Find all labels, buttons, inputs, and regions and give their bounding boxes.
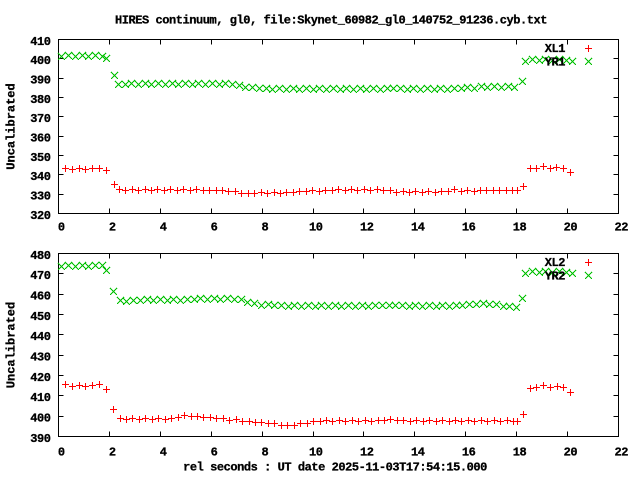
svg-text:2: 2 [109, 221, 116, 235]
svg-text:320: 320 [30, 209, 51, 223]
svg-text:6: 6 [211, 446, 218, 460]
svg-text:XL1: XL1 [545, 42, 566, 56]
svg-text:22: 22 [615, 446, 629, 460]
svg-text:12: 12 [360, 446, 374, 460]
svg-text:400: 400 [30, 412, 51, 426]
svg-text:330: 330 [30, 190, 51, 204]
svg-text:370: 370 [30, 112, 51, 126]
svg-text:460: 460 [30, 290, 51, 304]
svg-text:6: 6 [211, 221, 218, 235]
svg-text:340: 340 [30, 170, 51, 184]
svg-text:430: 430 [30, 351, 51, 365]
svg-text:XL2: XL2 [545, 256, 566, 270]
svg-text:420: 420 [30, 371, 51, 385]
svg-text:470: 470 [30, 269, 51, 283]
svg-text:360: 360 [30, 132, 51, 146]
svg-text:0: 0 [58, 221, 65, 235]
svg-text:18: 18 [513, 446, 527, 460]
svg-text:390: 390 [30, 74, 51, 88]
svg-text:0: 0 [58, 446, 65, 460]
svg-text:2: 2 [109, 446, 116, 460]
svg-text:22: 22 [615, 221, 629, 235]
svg-text:400: 400 [30, 54, 51, 68]
svg-text:380: 380 [30, 93, 51, 107]
svg-text:14: 14 [411, 446, 425, 460]
svg-text:10: 10 [309, 446, 323, 460]
svg-text:YR1: YR1 [545, 55, 566, 69]
svg-text:20: 20 [564, 446, 578, 460]
svg-text:16: 16 [462, 221, 476, 235]
svg-text:4: 4 [160, 446, 167, 460]
svg-text:16: 16 [462, 446, 476, 460]
svg-text:Uncalibrated: Uncalibrated [5, 302, 19, 388]
svg-text:440: 440 [30, 330, 51, 344]
svg-text:YR2: YR2 [545, 269, 566, 283]
svg-text:480: 480 [30, 249, 51, 263]
svg-text:8: 8 [262, 446, 269, 460]
svg-text:HIRES continuum, gl0, file:Sky: HIRES continuum, gl0, file:Skynet_60982_… [115, 14, 547, 28]
svg-text:18: 18 [513, 221, 527, 235]
svg-text:14: 14 [411, 221, 425, 235]
svg-text:Uncalibrated: Uncalibrated [5, 83, 19, 169]
svg-text:410: 410 [30, 35, 51, 49]
svg-text:20: 20 [564, 221, 578, 235]
svg-text:12: 12 [360, 221, 374, 235]
svg-text:450: 450 [30, 310, 51, 324]
svg-text:8: 8 [262, 221, 269, 235]
svg-text:390: 390 [30, 432, 51, 446]
svg-text:410: 410 [30, 391, 51, 405]
svg-text:10: 10 [309, 221, 323, 235]
svg-text:350: 350 [30, 151, 51, 165]
svg-text:4: 4 [160, 221, 167, 235]
svg-text:rel seconds : UT date 2025-11-: rel seconds : UT date 2025-11-03T17:54:1… [183, 461, 487, 475]
